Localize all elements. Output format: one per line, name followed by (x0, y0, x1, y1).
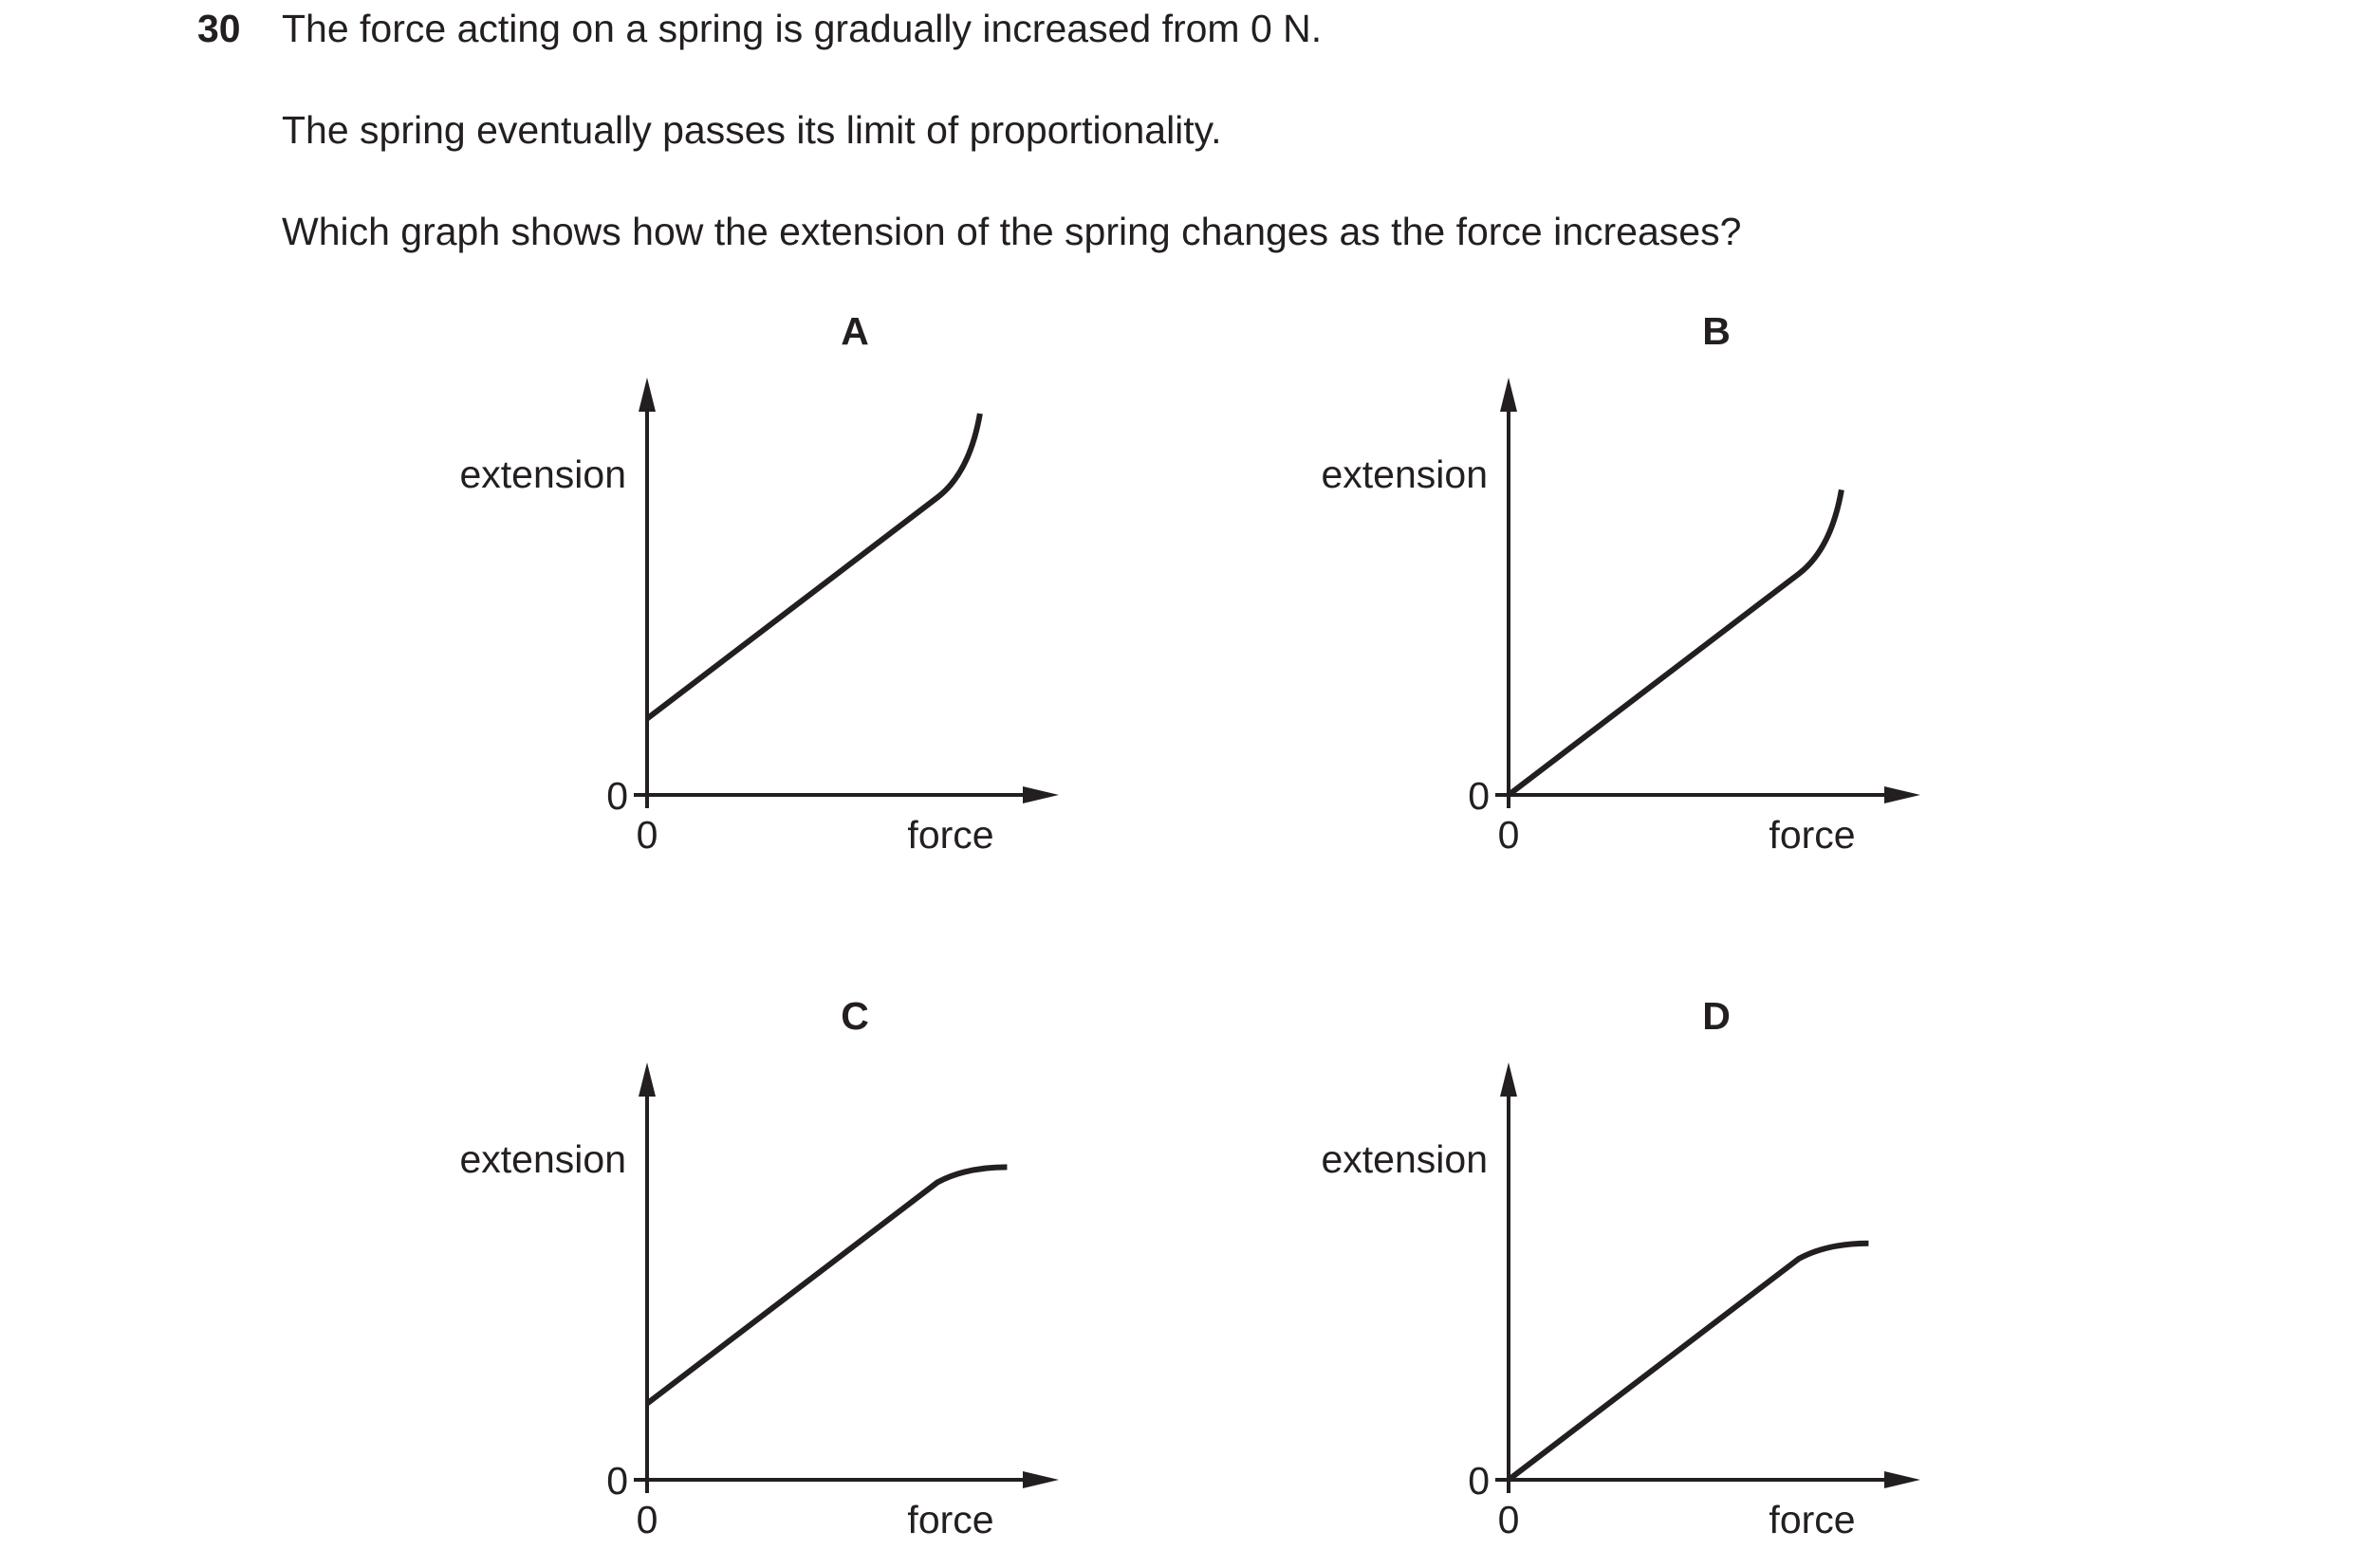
graph-letter: A (841, 309, 869, 353)
y-tick-label: 0 (1468, 1459, 1490, 1503)
y-axis-label: extension (459, 1137, 626, 1181)
y-axis-label: extension (1321, 452, 1488, 496)
question-line-2: The spring eventually passes its limit o… (282, 108, 1222, 152)
extension-force-curve (1507, 1240, 1869, 1483)
question-line-3: Which graph shows how the extension of t… (282, 210, 1742, 253)
x-axis-label: force (907, 1498, 993, 1541)
y-axis-label: extension (459, 452, 626, 496)
extension-force-curve (645, 1164, 1008, 1406)
x-tick-label: 0 (1498, 813, 1520, 857)
x-axis-label: force (1769, 813, 1855, 857)
x-tick-label: 0 (637, 813, 658, 857)
x-axis-label: force (1769, 1498, 1855, 1541)
y-axis-arrow (639, 1062, 656, 1097)
x-tick-label: 0 (637, 1498, 658, 1541)
y-tick-label: 0 (1468, 774, 1490, 818)
x-axis-arrow (1023, 786, 1059, 803)
x-axis-arrow (1884, 786, 1920, 803)
graph-letter: B (1702, 309, 1731, 353)
extension-force-curve (1507, 489, 1844, 798)
y-axis-arrow (1500, 1062, 1517, 1097)
extension-force-curve (645, 413, 983, 721)
x-tick-label: 0 (1498, 1498, 1520, 1541)
x-axis-label: force (907, 813, 993, 857)
x-axis-arrow (1023, 1471, 1059, 1488)
y-axis-arrow (639, 378, 656, 412)
y-tick-label: 0 (606, 774, 628, 818)
y-tick-label: 0 (606, 1459, 628, 1503)
graph-letter: C (841, 994, 869, 1038)
x-axis-arrow (1884, 1471, 1920, 1488)
graph-letter: D (1702, 994, 1731, 1038)
question-number: 30 (197, 7, 241, 50)
y-axis-arrow (1500, 378, 1517, 412)
question-line-1: The force acting on a spring is graduall… (282, 7, 1323, 50)
y-axis-label: extension (1321, 1137, 1488, 1181)
